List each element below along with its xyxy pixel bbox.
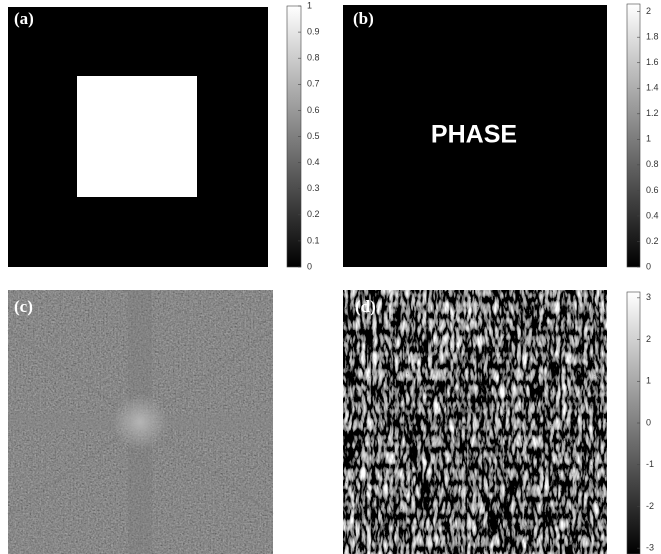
panel-label: (a) <box>14 9 34 28</box>
panel-label: (b) <box>353 9 374 28</box>
tick-label: -2 <box>646 501 654 511</box>
tick-label: 1 <box>646 134 651 144</box>
panel-label: (d) <box>355 297 376 316</box>
tick-label: 0 <box>307 261 312 271</box>
tick-label: -1 <box>646 459 654 469</box>
tick-label: -3 <box>646 543 654 553</box>
tick-label: 0.6 <box>307 105 320 115</box>
tick-label: 0.4 <box>646 210 659 220</box>
tick-label: 0.2 <box>646 236 659 246</box>
tick-label: 0.8 <box>646 159 659 169</box>
tick-label: 0.2 <box>307 209 320 219</box>
square <box>77 76 197 197</box>
tick-label: 0.4 <box>307 157 320 167</box>
tick-label: 1.6 <box>646 57 659 67</box>
tick-label: 1 <box>646 376 651 386</box>
colorbar <box>627 4 640 267</box>
image-c <box>8 290 273 554</box>
tick-label: 2 <box>646 6 651 16</box>
tick-label: 0.1 <box>307 235 320 245</box>
phase-text: PHASE <box>431 121 517 149</box>
tick-label: 0.5 <box>307 131 320 141</box>
tick-label: 0 <box>646 417 651 427</box>
tick-label: 0.7 <box>307 79 320 89</box>
panel-label: (c) <box>14 297 33 316</box>
tick-label: 1.2 <box>646 108 659 118</box>
tick-label: 1 <box>307 0 312 10</box>
image-d <box>343 290 607 554</box>
tick-label: 0 <box>646 261 651 271</box>
tick-label: 0.9 <box>307 26 320 36</box>
tick-label: 1.4 <box>646 83 659 93</box>
tick-label: 1.8 <box>646 32 659 42</box>
tick-label: 3 <box>646 292 651 302</box>
tick-label: 0.8 <box>307 53 320 63</box>
tick-label: 0.6 <box>646 185 659 195</box>
tick-label: 2 <box>646 334 651 344</box>
figure: (a) PHASE (b) (c) (d) 0 0.1 0.2 0.3 0.4 0.5 0.… <box>0 0 661 554</box>
tick-label: 0.3 <box>307 183 320 193</box>
